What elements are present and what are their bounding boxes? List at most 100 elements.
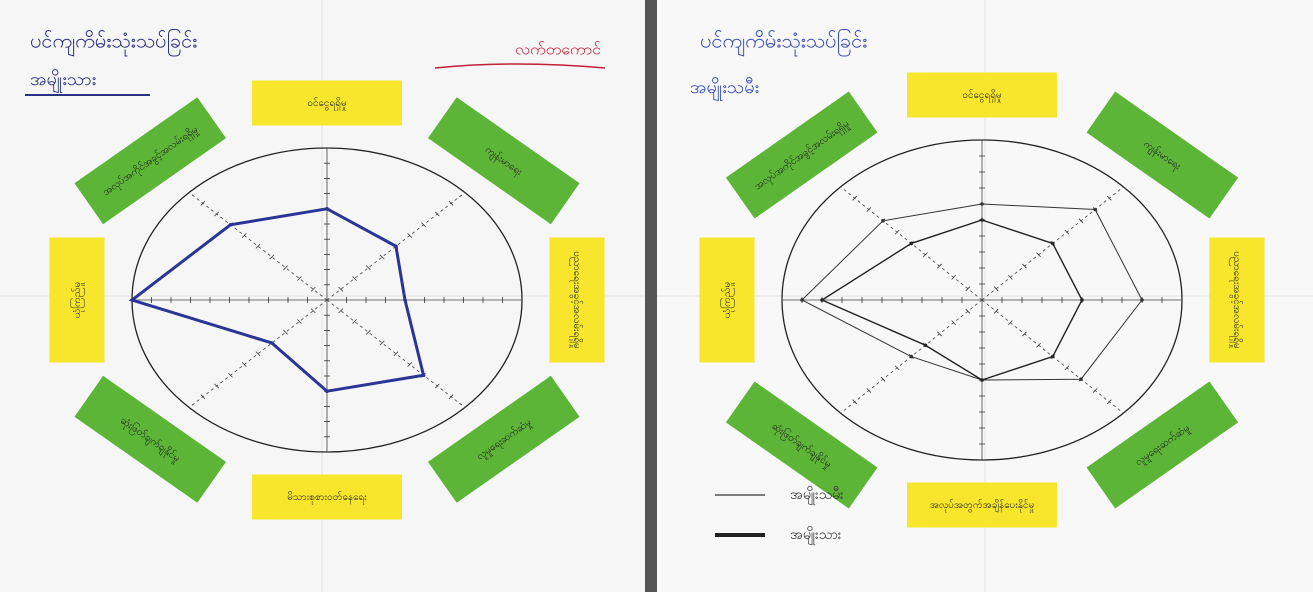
radar-point bbox=[881, 219, 885, 223]
radar-tick bbox=[1022, 263, 1027, 269]
note-paper bbox=[907, 72, 1057, 118]
radar-tick bbox=[1121, 410, 1126, 416]
radar-tick bbox=[965, 286, 971, 292]
radar-tick bbox=[838, 410, 843, 416]
radar-tick bbox=[283, 265, 289, 271]
sticky-note: အလုပ်အတွက်အချိန်ပေးနိုင်မှု bbox=[907, 482, 1057, 528]
radar-point bbox=[228, 222, 233, 227]
radar-tick bbox=[462, 405, 468, 410]
radar-tick bbox=[365, 265, 371, 271]
note-paper bbox=[1209, 237, 1265, 363]
sticky-note: ကျန်းမာရေး bbox=[428, 97, 580, 225]
radar-tick bbox=[434, 383, 440, 389]
radar-tick bbox=[407, 362, 413, 367]
radar-tick bbox=[923, 252, 928, 258]
radar-tick bbox=[965, 308, 971, 314]
radar-point bbox=[909, 354, 914, 359]
radar-tick bbox=[283, 329, 289, 335]
radar-tick bbox=[852, 399, 858, 405]
note-paper bbox=[252, 474, 402, 520]
panel-title: ပင်ကျကိမ်းသုံးသပ်ခြင်း bbox=[700, 29, 867, 57]
note-paper bbox=[1086, 91, 1239, 219]
note-paper bbox=[428, 97, 580, 225]
radar-tick bbox=[448, 394, 454, 400]
radar-tick bbox=[1106, 195, 1112, 201]
note-label: ဝင်ငွေရရှိမှု bbox=[307, 96, 346, 111]
radar-tick bbox=[214, 383, 220, 389]
radar-tick bbox=[297, 319, 302, 324]
radar-tick bbox=[310, 286, 316, 292]
radar-tick bbox=[241, 362, 247, 367]
radar-point bbox=[980, 218, 984, 222]
radar-tick bbox=[269, 254, 275, 260]
radar-point bbox=[1080, 298, 1084, 302]
radar-tick bbox=[352, 319, 357, 324]
radar-point bbox=[820, 298, 824, 302]
note-label: ယုံကြည်မှု bbox=[69, 282, 85, 319]
radar-point bbox=[130, 298, 134, 302]
radar-tick bbox=[1078, 218, 1084, 224]
radar-point bbox=[909, 241, 914, 246]
radar-tick bbox=[1121, 184, 1126, 190]
legend-label: အမျိုးသား bbox=[790, 527, 842, 545]
radar-tick bbox=[462, 190, 468, 195]
sticky-note: ယုံကြည်မှု bbox=[699, 237, 755, 363]
sticky-note: လူမှုရေးဆက်ဆံမှု bbox=[1086, 381, 1239, 509]
radar-tick bbox=[894, 365, 900, 371]
radar-tick bbox=[352, 276, 357, 281]
panel-subtitle: အမျိုးသား bbox=[30, 69, 96, 93]
radar-tick bbox=[937, 263, 942, 269]
annotation: လက်တကောင် bbox=[515, 40, 601, 59]
radar-tick bbox=[241, 233, 247, 238]
radar-tick bbox=[937, 331, 942, 337]
radar-point bbox=[1079, 377, 1083, 381]
radar-point bbox=[325, 389, 329, 394]
note-paper bbox=[428, 375, 580, 503]
radar-tick bbox=[1106, 399, 1112, 405]
note-label: ပညာရေးအခွင့်အလမ်းရရှိမှု bbox=[569, 251, 584, 349]
note-paper bbox=[907, 482, 1057, 528]
radar-tick bbox=[993, 308, 999, 314]
radar-point bbox=[1050, 241, 1055, 246]
radar-point bbox=[403, 298, 407, 302]
radar-tick bbox=[951, 320, 957, 326]
radar-tick bbox=[255, 351, 261, 357]
radar-tick bbox=[838, 184, 843, 190]
radar-axis bbox=[188, 299, 328, 408]
radar-tick bbox=[448, 200, 454, 206]
radar-point bbox=[1140, 298, 1144, 302]
radar-tick bbox=[200, 200, 206, 206]
sticky-note: ဝင်ငွေရရှိမှု bbox=[252, 80, 402, 126]
radar-tick bbox=[297, 276, 302, 281]
radar-tick bbox=[186, 405, 192, 410]
radar-tick bbox=[1036, 342, 1041, 348]
radar-axis bbox=[326, 299, 466, 408]
radar-tick bbox=[379, 340, 385, 346]
radar-tick bbox=[866, 388, 872, 393]
note-paper bbox=[725, 381, 878, 509]
sticky-note: ပညာရေးအခွင့်အလမ်းရရှိမှု bbox=[1209, 237, 1265, 363]
note-label: ဝင်ငွေရရှိမှု bbox=[962, 88, 1001, 103]
note-paper bbox=[49, 237, 105, 363]
radar-tick bbox=[407, 233, 413, 238]
radar-axis bbox=[188, 192, 328, 301]
note-label: မိသားစုစားဝတ်နေရေး bbox=[287, 490, 367, 505]
radar-tick bbox=[379, 254, 385, 260]
radar-tick bbox=[338, 286, 344, 292]
sticky-note: ယုံကြည်မှု bbox=[49, 237, 105, 363]
radar-tick bbox=[894, 229, 900, 235]
note-paper bbox=[252, 80, 402, 126]
radar-tick bbox=[852, 195, 858, 201]
sticky-note: မိသားစုစားဝတ်နေရေး bbox=[252, 474, 402, 520]
radar-tick bbox=[1022, 331, 1027, 337]
radar-tick bbox=[1064, 365, 1070, 371]
radar-point bbox=[1050, 354, 1055, 359]
radar-tick bbox=[200, 394, 206, 400]
radar-point bbox=[421, 373, 426, 378]
radar-point bbox=[394, 244, 398, 249]
radar-point bbox=[325, 207, 329, 211]
radar-point bbox=[800, 298, 804, 302]
radar-tick bbox=[993, 286, 999, 292]
radar-tick bbox=[866, 207, 872, 212]
annotation-underline bbox=[434, 63, 606, 69]
